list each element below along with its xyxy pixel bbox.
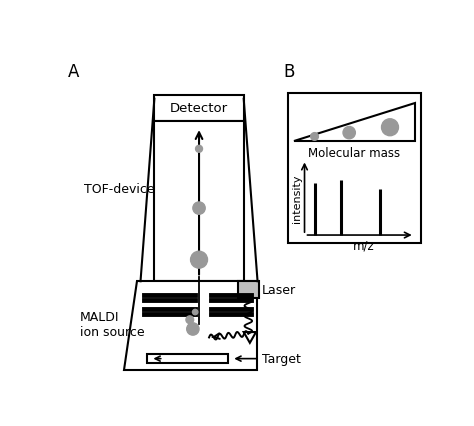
Text: m/z: m/z <box>353 239 374 252</box>
Text: Target: Target <box>236 352 301 365</box>
Text: TOF-device: TOF-device <box>83 183 154 196</box>
Circle shape <box>343 127 356 139</box>
Polygon shape <box>294 104 415 142</box>
Text: Detector: Detector <box>170 102 228 115</box>
Polygon shape <box>155 122 244 282</box>
Polygon shape <box>155 96 244 122</box>
Circle shape <box>192 310 198 315</box>
Text: MALDI
ion source: MALDI ion source <box>80 310 144 338</box>
Polygon shape <box>237 282 259 299</box>
Circle shape <box>310 133 319 141</box>
Circle shape <box>193 202 205 215</box>
Polygon shape <box>244 332 256 343</box>
Text: Laser: Laser <box>262 284 296 296</box>
Polygon shape <box>288 93 421 243</box>
Polygon shape <box>124 282 257 370</box>
Circle shape <box>191 252 208 268</box>
Text: A: A <box>68 63 80 81</box>
Circle shape <box>382 119 399 136</box>
Circle shape <box>187 323 199 335</box>
Text: Molecular mass: Molecular mass <box>308 147 400 160</box>
Circle shape <box>186 316 194 324</box>
Circle shape <box>196 146 202 153</box>
Text: intensity: intensity <box>292 174 302 222</box>
Polygon shape <box>146 354 228 363</box>
Text: B: B <box>284 63 295 81</box>
